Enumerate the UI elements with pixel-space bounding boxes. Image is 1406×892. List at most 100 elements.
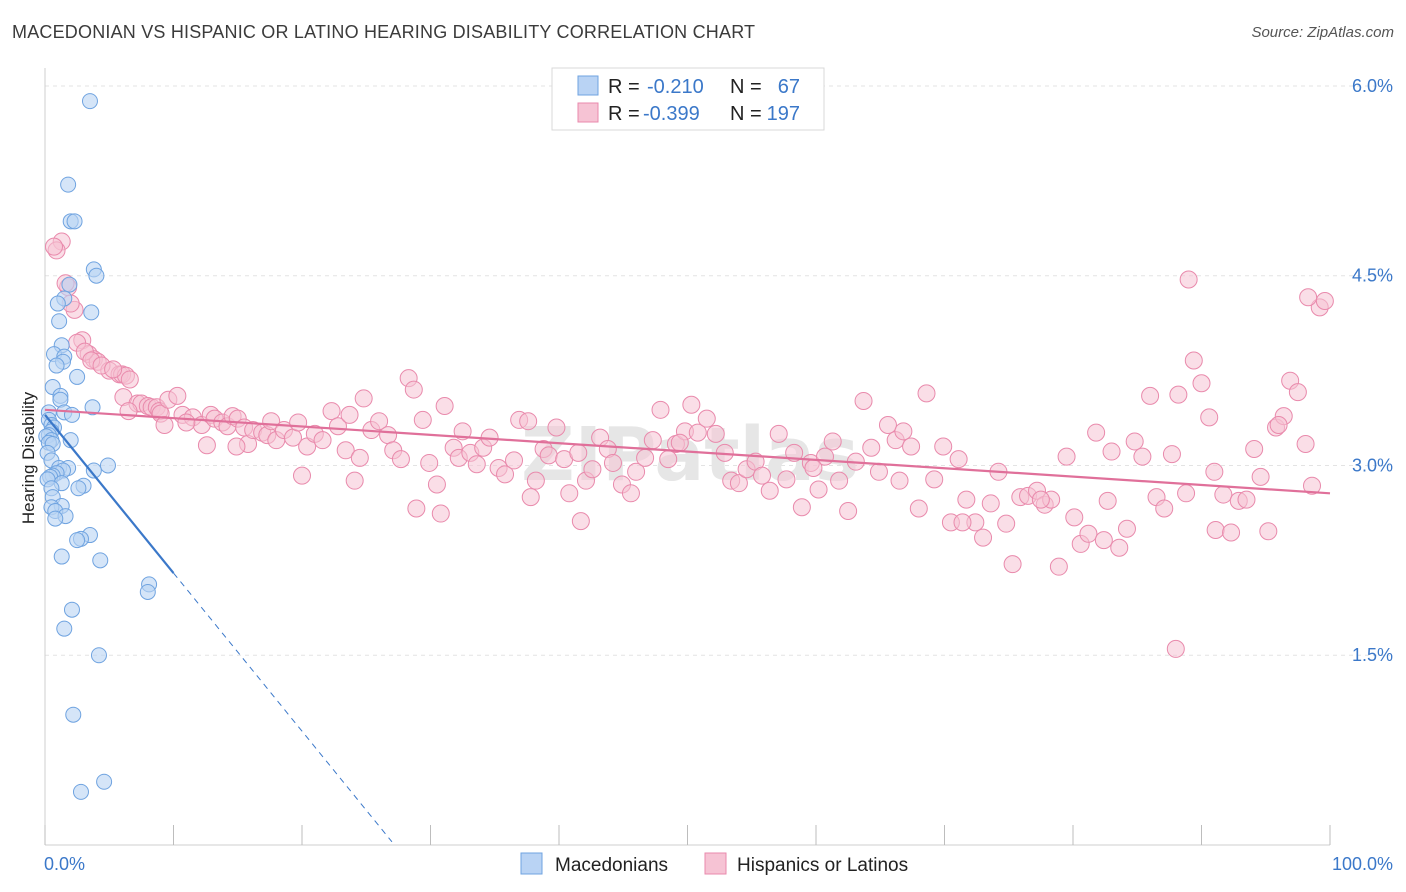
hispanics-point <box>521 488 540 507</box>
hispanics-point <box>621 484 640 503</box>
hispanics-point <box>1237 490 1256 509</box>
macedonians-trend-line <box>44 414 175 574</box>
hispanics-point <box>328 417 347 436</box>
hispanics-point <box>1117 519 1136 538</box>
y-tick-labels: 1.5% 3.0% 4.5% 6.0% <box>1352 76 1393 665</box>
macedonians-point <box>81 93 98 110</box>
macedonians-trend-extension <box>173 572 393 843</box>
hispanics-point <box>697 409 716 428</box>
source-label: Source: ZipAtlas.com <box>1251 24 1394 41</box>
hispanics-point <box>1299 288 1318 307</box>
hispanics-point <box>407 499 426 518</box>
hispanics-point <box>1200 408 1219 427</box>
hispanics-point <box>354 389 373 408</box>
hispanics-point <box>1214 485 1233 504</box>
macedonians-point <box>48 357 65 374</box>
macedonians-points <box>38 93 158 800</box>
hispanics-point <box>1245 440 1264 459</box>
hispanics-point <box>370 412 389 431</box>
hispanics-point <box>496 465 515 484</box>
hispanics-point <box>830 471 849 490</box>
hispanics-point <box>453 422 472 441</box>
hispanics-point <box>1177 484 1196 503</box>
hispanics-point <box>659 450 678 469</box>
macedonians-point <box>60 176 77 193</box>
legend-n-label-hispanics: N = <box>730 103 762 125</box>
stats-legend: R = -0.210 N = 67 R = -0.399 N = 197 <box>551 67 825 131</box>
hispanics-point <box>651 400 670 419</box>
hispanics-point <box>293 466 311 485</box>
hispanics-point <box>177 413 196 432</box>
hispanics-point <box>1110 538 1129 557</box>
y-tick-label: 4.5% <box>1352 266 1393 286</box>
legend-swatch-hispanics <box>577 102 599 123</box>
hispanics-point <box>404 380 423 399</box>
hispanics-point <box>420 453 439 472</box>
hispanics-point <box>953 513 972 532</box>
hispanics-point <box>706 424 725 443</box>
hispanics-point <box>345 471 364 490</box>
macedonians-point <box>72 783 89 800</box>
hispanics-point <box>1102 442 1121 461</box>
hispanics-point <box>289 413 308 432</box>
macedonians-point <box>49 295 66 312</box>
hispanics-point <box>120 370 139 389</box>
hispanics-point <box>854 391 873 410</box>
hispanics-point <box>729 474 748 493</box>
hispanics-point <box>792 498 811 517</box>
macedonians-point <box>69 532 86 549</box>
hispanics-point <box>627 462 646 481</box>
macedonians-point <box>70 480 87 497</box>
hispanics-point <box>547 418 566 437</box>
hispanics-point <box>431 504 450 523</box>
hispanics-point <box>902 437 921 456</box>
hispanics-point <box>560 484 579 503</box>
hispanics-point <box>839 502 858 521</box>
hispanics-point <box>44 237 63 256</box>
macedonians-point <box>92 552 109 569</box>
hispanics-point <box>1303 476 1322 495</box>
hispanics-point <box>350 448 369 467</box>
macedonians-point <box>51 313 68 330</box>
bottom-legend-label-macedonians: Macedonians <box>555 855 668 876</box>
hispanics-point <box>435 397 454 416</box>
hispanics-point <box>909 499 928 518</box>
hispanics-point <box>869 462 888 481</box>
legend-r-value-macedonians: -0.210 <box>647 76 704 98</box>
hispanics-point <box>571 512 590 531</box>
hispanics-point <box>340 405 359 424</box>
legend-r-value-hispanics: -0.399 <box>643 103 700 125</box>
hispanics-point <box>760 481 779 500</box>
hispanics-point <box>391 450 410 469</box>
legend-n-label-macedonians: N = <box>730 76 762 98</box>
grid-lines <box>45 85 1390 656</box>
hispanics-point <box>1065 508 1084 527</box>
x-tick-label-min: 0.0% <box>44 854 85 874</box>
hispanics-point <box>1094 531 1113 550</box>
hispanics-point <box>809 480 828 499</box>
hispanics-point <box>1259 522 1278 541</box>
hispanics-point <box>1125 432 1144 451</box>
macedonians-point <box>88 267 105 284</box>
hispanics-point <box>925 470 944 489</box>
hispanics-point <box>1133 447 1152 466</box>
y-tick-label: 3.0% <box>1352 455 1393 475</box>
macedonians-point <box>90 647 107 664</box>
hispanics-point <box>1184 351 1203 370</box>
macedonians-point <box>61 276 78 293</box>
macedonians-point <box>63 601 80 618</box>
hispanics-point <box>427 475 446 494</box>
bottom-legend-swatch-hispanics <box>704 852 727 875</box>
hispanics-point <box>1169 385 1188 404</box>
hispanics-point <box>413 410 432 429</box>
hispanics-point <box>769 424 788 443</box>
x-tick-label-max: 100.0% <box>1332 854 1393 874</box>
hispanics-point <box>894 422 913 441</box>
y-tick-label: 6.0% <box>1352 76 1393 96</box>
hispanics-point <box>313 431 332 450</box>
hispanics-point <box>1205 462 1224 481</box>
macedonians-point <box>47 510 64 527</box>
hispanics-point <box>997 514 1016 533</box>
hispanics-point <box>322 402 341 421</box>
